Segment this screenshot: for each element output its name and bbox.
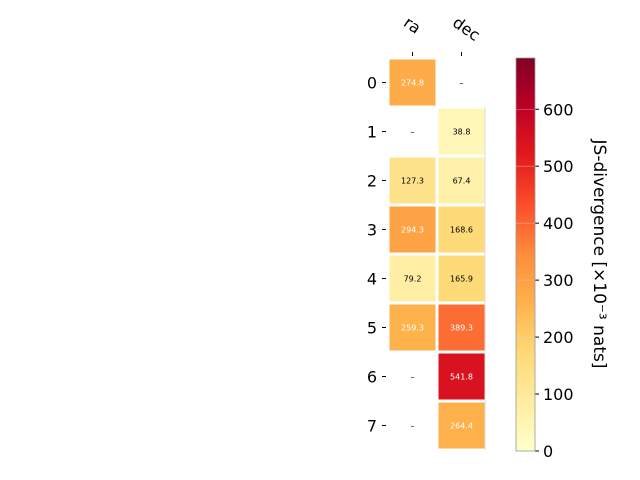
- colorbar-label: JS-divergence [×10⁻³ nats]: [589, 139, 609, 369]
- heatmap-cell: [389, 206, 436, 253]
- colorbar-tick-label: 400: [543, 214, 574, 233]
- row-tick-label: 4: [367, 270, 377, 289]
- heatmap-cell: [438, 157, 485, 204]
- cell-value-label: 264.4: [450, 422, 473, 431]
- cell-value-label: 168.6: [450, 226, 473, 235]
- row-axis: 0 1 2 3 4 5 6 7: [367, 74, 386, 436]
- row-tick-label: 1: [367, 123, 377, 142]
- colorbar-tick-label: 300: [543, 271, 574, 290]
- colorbar-tick-label: 600: [543, 100, 574, 119]
- cell-value-label: 294.3: [401, 226, 424, 235]
- colorbar-gradient: [516, 58, 535, 451]
- cell-missing-label: –: [411, 422, 415, 431]
- cell-value-label: 165.9: [450, 275, 473, 284]
- row-tick-label: 3: [367, 221, 377, 240]
- colorbar-tick-label: 0: [543, 442, 553, 461]
- cell-missing-label: –: [411, 373, 415, 382]
- row-tick-label: 0: [367, 74, 377, 93]
- colorbar-tick-label: 200: [543, 328, 574, 347]
- cell-value-label: 541.8: [450, 373, 473, 382]
- heatmap-cell: [438, 206, 485, 253]
- cell-value-label: 389.3: [450, 324, 473, 333]
- heatmap-cell: [389, 157, 436, 204]
- heatmap-cell: [438, 353, 485, 400]
- heatmap-cell: [389, 255, 436, 302]
- row-tick-label: 7: [367, 417, 377, 436]
- row-tick-label: 6: [367, 368, 377, 387]
- colorbar: 0 100 200 300 400 500 600 JS-divergence [×10⁻³…: [515, 57, 609, 461]
- row-tick-label: 5: [367, 319, 377, 338]
- colorbar-tick-label: 100: [543, 385, 574, 404]
- cell-value-label: 79.2: [404, 275, 422, 284]
- cell-value-label: 38.8: [453, 128, 471, 137]
- cell-value-label: 127.3: [401, 177, 424, 186]
- heatmap-cell: [438, 402, 485, 449]
- cell-missing-label: –: [460, 79, 464, 88]
- cell-missing-label: –: [411, 128, 415, 137]
- heatmap-cell: [438, 255, 485, 302]
- heatmap-cell: [438, 108, 485, 155]
- cell-value-label: 259.3: [401, 324, 424, 333]
- column-tick-label: ra: [400, 13, 424, 38]
- row-tick-label: 2: [367, 172, 377, 191]
- heatmap-cell: [438, 304, 485, 351]
- colorbar-frame: [515, 57, 536, 452]
- heatmap-grid: 274.8 – – 38.8 127.3 67.4 294.3 168.6 79.2 165.9 2…: [389, 59, 486, 450]
- heatmap-cell: [389, 59, 436, 106]
- column-axis: ra dec: [400, 13, 484, 56]
- cell-value-label: 274.8: [401, 79, 424, 88]
- heatmap-cell: [389, 304, 436, 351]
- column-tick-label: dec: [449, 13, 483, 45]
- colorbar-tick-label: 500: [543, 157, 574, 176]
- cell-value-label: 67.4: [453, 177, 471, 186]
